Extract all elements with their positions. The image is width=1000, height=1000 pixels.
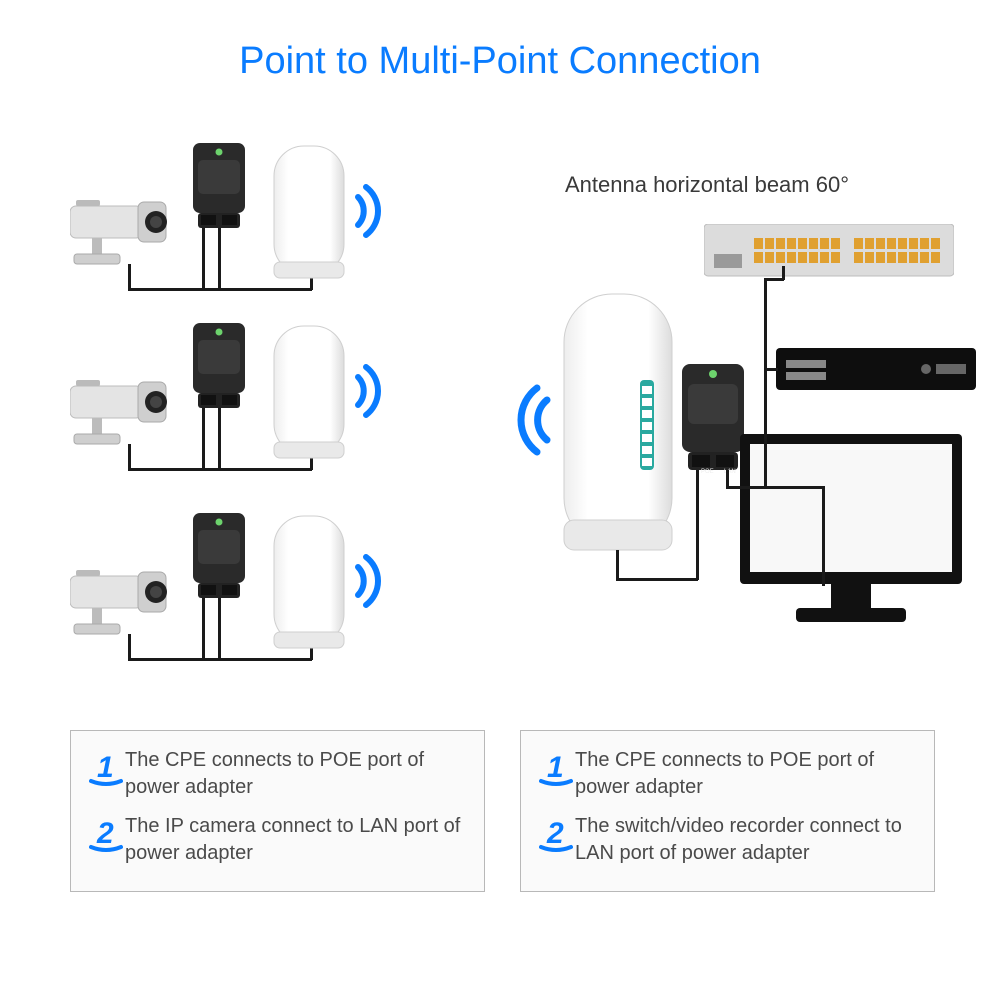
wifi-icon xyxy=(352,360,386,422)
beam-label: Antenna horizontal beam 60° xyxy=(565,172,849,198)
poe-icon xyxy=(190,510,248,602)
camera-icon xyxy=(70,558,185,636)
step-number-icon: 1 xyxy=(539,747,575,787)
cable xyxy=(764,486,824,489)
instruction-text: The CPE connects to POE port of power ad… xyxy=(575,747,916,801)
right-region: POELAN (function(){ var g=document.query… xyxy=(520,210,960,690)
instruction-row: 2 The IP camera connect to LAN port of po… xyxy=(89,813,466,867)
camera-icon xyxy=(70,368,185,446)
cable xyxy=(726,486,766,489)
cable xyxy=(202,288,312,291)
cable xyxy=(202,468,312,471)
step-number-icon: 2 xyxy=(539,813,575,853)
step-number-icon: 2 xyxy=(89,813,125,853)
step-number-icon: 1 xyxy=(89,747,125,787)
wifi-icon xyxy=(352,550,386,612)
cable xyxy=(202,658,312,661)
cable xyxy=(218,228,221,290)
cable xyxy=(218,598,221,660)
cable xyxy=(764,278,784,281)
wifi-icon xyxy=(515,380,555,460)
monitor-icon xyxy=(736,430,966,630)
cable xyxy=(218,408,221,470)
instruction-text: The IP camera connect to LAN port of pow… xyxy=(125,813,466,867)
cable xyxy=(202,598,205,660)
camera-group xyxy=(70,320,450,500)
svg-text:2: 2 xyxy=(96,817,114,850)
cable xyxy=(202,408,205,470)
cpe-main-icon xyxy=(558,290,678,560)
camera-group xyxy=(70,140,450,320)
cable xyxy=(128,444,131,470)
instruction-text: The CPE connects to POE port of power ad… xyxy=(125,747,466,801)
cable xyxy=(128,634,131,660)
cable xyxy=(616,550,619,580)
svg-text:1: 1 xyxy=(97,751,114,784)
page-title: Point to Multi-Point Connection xyxy=(0,0,1000,83)
nvr-icon xyxy=(776,348,976,396)
camera-icon xyxy=(70,188,185,266)
cable xyxy=(696,470,699,580)
svg-text:POE: POE xyxy=(701,469,714,475)
cable xyxy=(764,278,767,488)
cable xyxy=(764,368,778,371)
cable xyxy=(616,578,698,581)
left-instructions: 1 The CPE connects to POE port of power a… xyxy=(70,730,485,892)
svg-text:2: 2 xyxy=(546,817,564,850)
cpe-icon xyxy=(270,324,348,464)
cpe-icon xyxy=(270,144,348,284)
svg-text:1: 1 xyxy=(547,751,564,784)
poe-icon xyxy=(190,320,248,412)
poe-icon xyxy=(190,140,248,232)
instruction-text: The switch/video recorder connect to LAN… xyxy=(575,813,916,867)
instruction-row: 1 The CPE connects to POE port of power a… xyxy=(539,747,916,801)
wifi-icon xyxy=(352,180,386,242)
cable xyxy=(782,266,785,280)
camera-group xyxy=(70,510,450,690)
cpe-icon xyxy=(270,514,348,654)
cable xyxy=(128,264,131,290)
cable xyxy=(822,486,825,586)
right-instructions: 1 The CPE connects to POE port of power a… xyxy=(520,730,935,892)
cable xyxy=(202,228,205,290)
instruction-row: 1 The CPE connects to POE port of power a… xyxy=(89,747,466,801)
switch-icon xyxy=(704,224,954,280)
instruction-row: 2 The switch/video recorder connect to LA… xyxy=(539,813,916,867)
